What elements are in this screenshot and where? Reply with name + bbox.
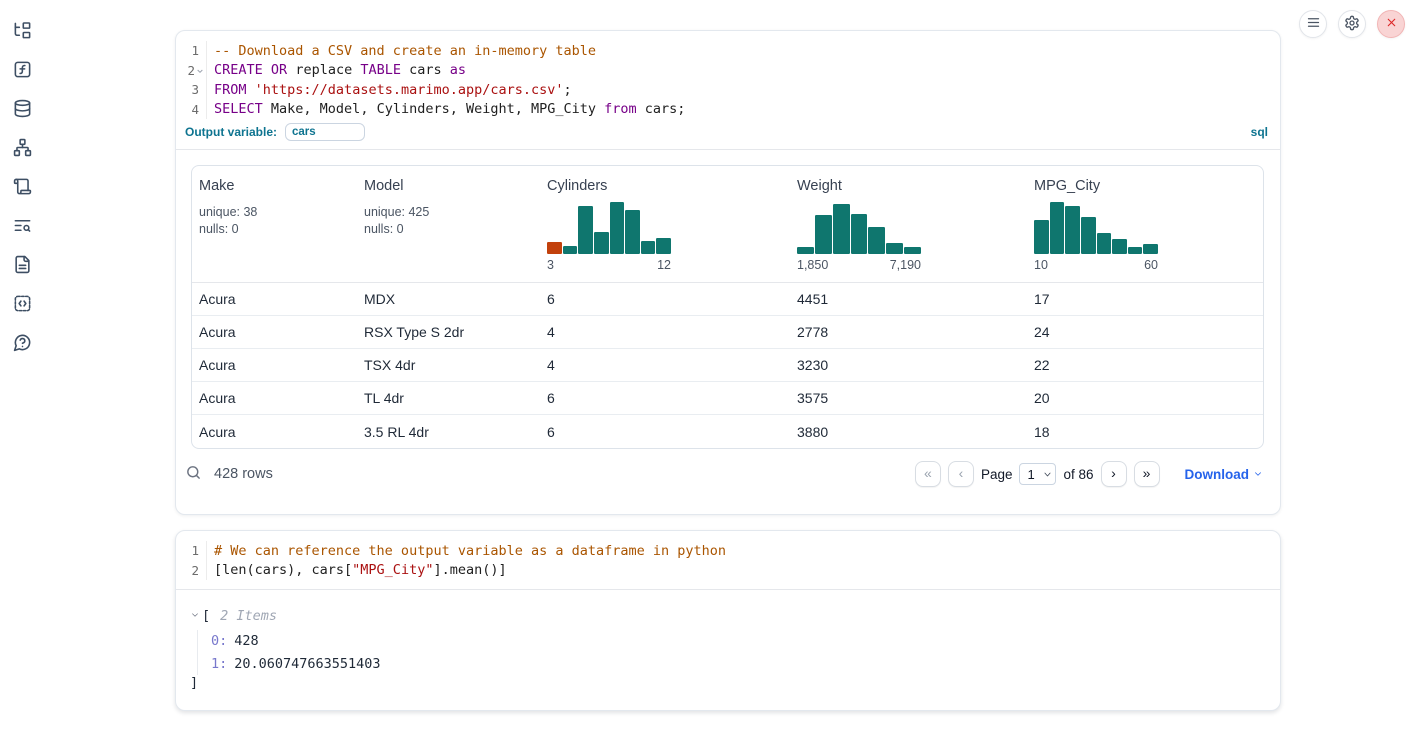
menu-button[interactable] (1299, 10, 1327, 38)
list-item: 0: 428 (211, 630, 1280, 653)
notebook-actions (1299, 10, 1405, 38)
page-select[interactable]: 1 (1019, 463, 1057, 485)
collapse-chevron-icon[interactable] (190, 608, 200, 624)
sql-cell: 1 2 3 4 -- Download a CSV and create an … (175, 30, 1281, 515)
table-row[interactable]: Acura MDX 6 4451 17 (192, 283, 1263, 316)
table-row[interactable]: Acura 3.5 RL 4dr 6 3880 18 (199, 423, 1050, 440)
helper-sidebar (8, 20, 36, 356)
chevrons-right-icon: » (1142, 465, 1151, 481)
column-header-cylinders[interactable]: Cylinders (547, 178, 608, 194)
sidebar-item-scratchpad[interactable] (10, 176, 34, 200)
sidebar-item-functions[interactable] (10, 59, 34, 83)
table-search-button[interactable] (185, 464, 202, 484)
weight-histogram-labels: 1,850 7,190 (797, 258, 921, 272)
output-variable-label: Output variable: (185, 125, 278, 139)
sidebar-item-file-tree[interactable] (10, 20, 34, 44)
last-page-button[interactable]: » (1133, 461, 1160, 487)
shutdown-button[interactable] (1377, 10, 1405, 38)
list-output-tree: [ 2 Items 0: 428 1: 20.060747663551403 ] (176, 590, 1280, 695)
data-table: Make unique: 38 nulls: 0 Model unique: 42… (191, 165, 1264, 449)
download-button[interactable]: Download (1185, 467, 1264, 482)
chevron-down-icon (1253, 467, 1263, 482)
code-line: [len(cars), cars["MPG_City"].mean()] (214, 562, 507, 579)
help-bubble-icon (13, 333, 32, 355)
database-icon (13, 99, 32, 121)
previous-page-button[interactable]: ‹ (947, 461, 974, 487)
sidebar-item-documentation[interactable] (10, 254, 34, 278)
code-line: # We can reference the output variable a… (214, 542, 727, 559)
cylinders-histogram-labels: 3 12 (547, 258, 671, 272)
first-page-button[interactable]: « (914, 461, 941, 487)
next-page-button[interactable]: › (1100, 461, 1127, 487)
sidebar-item-logs[interactable] (10, 215, 34, 239)
sidebar-item-dependencies[interactable] (10, 137, 34, 161)
column-header-weight[interactable]: Weight (797, 178, 842, 194)
open-bracket: [ (202, 608, 211, 624)
settings-button[interactable] (1338, 10, 1366, 38)
cylinders-histogram[interactable] (546, 198, 672, 255)
document-icon (13, 255, 32, 277)
items-count-label: 2 Items (220, 608, 278, 624)
python-cell: 1 2 # We can reference the output variab… (175, 530, 1281, 711)
column-stat: unique: 38 (199, 205, 258, 219)
close-bracket: ] (190, 675, 199, 691)
chevron-right-icon: › (1111, 465, 1116, 481)
code-snippets-icon (13, 294, 32, 316)
mpg-city-histogram-labels: 10 60 (1034, 258, 1158, 272)
mpg-city-histogram[interactable] (1033, 198, 1159, 255)
page-label: Page (980, 466, 1013, 482)
column-header-model[interactable]: Model (364, 178, 404, 194)
dependency-graph-icon (13, 138, 32, 160)
pagination: « ‹ Page 1 of 86 › » Download (914, 461, 1264, 487)
column-stat: unique: 425 (364, 205, 430, 219)
close-icon (1385, 16, 1398, 32)
column-header-make[interactable]: Make (199, 178, 235, 194)
row-count: 428 rows (214, 466, 273, 482)
table-header-row: Make unique: 38 nulls: 0 Model unique: 42… (192, 166, 1263, 283)
column-stat: nulls: 0 (199, 222, 239, 236)
language-badge: sql (1250, 125, 1268, 139)
sidebar-item-snippets[interactable] (10, 293, 34, 317)
table-row[interactable]: Acura TSX 4dr 4 3230 22 (192, 349, 1263, 382)
code-line: CREATE OR replace TABLE cars as (214, 62, 467, 79)
function-square-icon (13, 60, 32, 82)
table-footer: 428 rows « ‹ Page 1 of 86 › » Download (176, 449, 1280, 487)
item-value: 428 (234, 633, 259, 650)
item-value: 20.060747663551403 (234, 655, 381, 672)
log-search-icon (13, 216, 32, 238)
sql-code-editor[interactable]: 1 2 3 4 -- Download a CSV and create an … (176, 31, 1280, 150)
line-number-gutter: 1 2 (191, 543, 199, 578)
item-index: 1: (211, 655, 228, 672)
chevron-left-icon: ‹ (958, 465, 964, 481)
sidebar-item-help[interactable] (10, 332, 34, 356)
search-icon (185, 464, 202, 484)
item-index: 0: (211, 633, 228, 650)
chevrons-left-icon: « (924, 465, 932, 481)
scroll-icon (13, 177, 32, 199)
output-variable-input[interactable] (285, 123, 366, 141)
code-line: -- Download a CSV and create an in-memor… (214, 42, 597, 59)
sidebar-item-datasources[interactable] (10, 98, 34, 122)
table-row[interactable]: Acura RSX Type S 2dr 4 2778 24 (192, 316, 1263, 349)
python-code-editor[interactable]: 1 2 # We can reference the output variab… (176, 531, 1280, 590)
column-stat: nulls: 0 (364, 222, 404, 236)
code-line: FROM 'https://datasets.marimo.app/cars.c… (214, 81, 572, 98)
column-header-mpg-city[interactable]: MPG_City (1034, 178, 1101, 194)
weight-histogram[interactable] (796, 198, 923, 255)
line-number-gutter: 1 2 3 4 (176, 41, 206, 119)
table-row[interactable]: Acura TL 4dr 6 3575 20 (192, 382, 1263, 415)
menu-icon (1306, 15, 1321, 33)
code-line: SELECT Make, Model, Cylinders, Weight, M… (214, 101, 686, 118)
page-of-label: of 86 (1063, 466, 1094, 482)
fold-chevron-icon[interactable] (196, 63, 203, 78)
gear-icon (1344, 15, 1360, 34)
list-item: 1: 20.060747663551403 (211, 653, 1280, 676)
download-label: Download (1184, 466, 1250, 482)
file-tree-icon (13, 21, 32, 43)
